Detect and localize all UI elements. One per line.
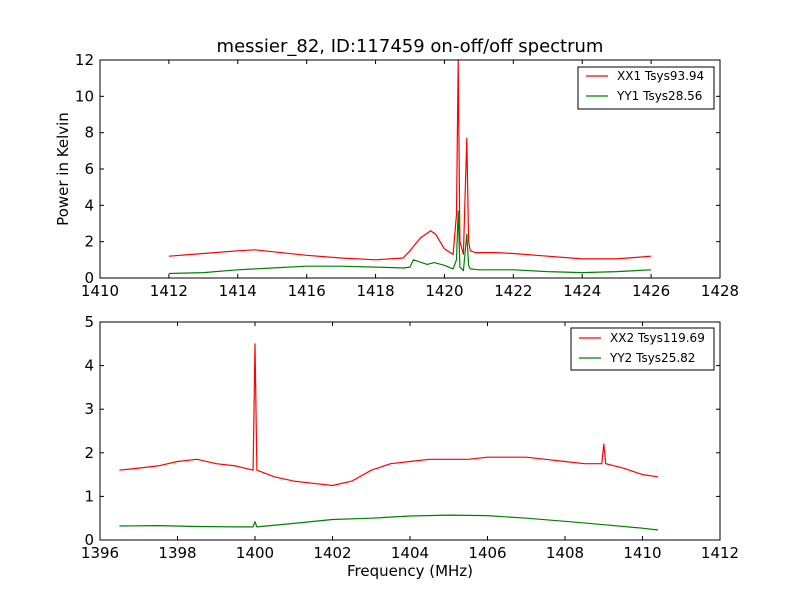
legend-label-yy2: YY2 Tsys25.82 (609, 351, 695, 365)
legend-label-xx1: XX1 Tsys93.94 (617, 69, 704, 83)
top-chart-x-ticks: 1410 1412 1414 1416 1418 1420 1422 1424 1426 1428 (81, 60, 739, 300)
top-chart-y-ticks: 0 2 4 6 8 10 12 (75, 51, 720, 287)
bottom-y-tick-label: 1 (84, 487, 94, 505)
bottom-series-xx-line (119, 343, 659, 487)
top-chart-plot-area (168, 59, 652, 275)
legend-label-yy1: YY1 Tsys28.56 (616, 89, 702, 103)
bottom-x-tick-label: 1396 (81, 544, 119, 562)
legend-label-xx2: XX2 Tsys119.69 (610, 331, 705, 345)
top-y-tick-label: 0 (84, 269, 94, 287)
top-y-tick-label: 4 (84, 196, 94, 214)
top-x-tick-label: 1420 (425, 282, 463, 300)
bottom-y-tick-label: 0 (84, 531, 94, 549)
top-x-tick-label: 1428 (701, 282, 739, 300)
bottom-y-tick-label: 5 (84, 313, 94, 331)
top-x-tick-label: 1414 (219, 282, 257, 300)
top-y-tick-label: 12 (75, 51, 94, 69)
top-chart: messier_82, ID:117459 on-off/off spectru… (54, 36, 739, 300)
bottom-series-yy-line (119, 514, 659, 531)
top-x-tick-label: 1416 (288, 282, 326, 300)
bottom-x-tick-label: 1404 (391, 544, 429, 562)
bottom-x-tick-label: 1400 (236, 544, 274, 562)
top-y-tick-label: 8 (84, 124, 94, 142)
bottom-chart-legend-box (570, 327, 715, 371)
top-y-tick-label: 10 (75, 87, 94, 105)
bottom-chart-plot-area (119, 343, 659, 531)
top-y-tick-label: 6 (84, 160, 94, 178)
bottom-x-tick-label: 1406 (468, 544, 506, 562)
top-x-tick-label: 1426 (632, 282, 670, 300)
bottom-y-tick-label: 4 (84, 357, 94, 375)
bottom-chart-x-ticks: 1396 1398 1400 1402 1404 1406 1408 1410 1412 (81, 322, 739, 562)
top-x-tick-label: 1418 (356, 282, 394, 300)
bottom-chart: 1396 1398 1400 1402 1404 1406 1408 1410 1412 0 1 2… (81, 313, 739, 580)
top-chart-legend: XX1 Tsys93.94 YY1 Tsys28.56 (577, 66, 715, 110)
top-series-yy-line (168, 210, 652, 275)
bottom-y-tick-label: 2 (84, 444, 94, 462)
bottom-chart-legend: XX2 Tsys119.69 YY2 Tsys25.82 (570, 327, 715, 371)
top-chart-legend-box (577, 66, 715, 110)
top-x-tick-label: 1424 (563, 282, 601, 300)
bottom-x-tick-label: 1408 (546, 544, 584, 562)
top-chart-y-axis-label: Power in Kelvin (54, 112, 72, 226)
bottom-x-tick-label: 1398 (158, 544, 196, 562)
top-x-tick-label: 1412 (150, 282, 188, 300)
bottom-chart-y-ticks: 0 1 2 3 4 5 (84, 313, 720, 549)
top-chart-title: messier_82, ID:117459 on-off/off spectru… (217, 36, 604, 57)
bottom-x-tick-label: 1410 (623, 544, 661, 562)
top-x-tick-label: 1422 (494, 282, 532, 300)
top-y-tick-label: 2 (84, 233, 94, 251)
bottom-chart-x-axis-label: Frequency (MHz) (347, 562, 473, 580)
bottom-x-tick-label: 1402 (313, 544, 351, 562)
bottom-y-tick-label: 3 (84, 400, 94, 418)
top-x-tick-label: 1410 (81, 282, 119, 300)
top-series-xx-line (168, 59, 652, 261)
bottom-x-tick-label: 1412 (701, 544, 739, 562)
